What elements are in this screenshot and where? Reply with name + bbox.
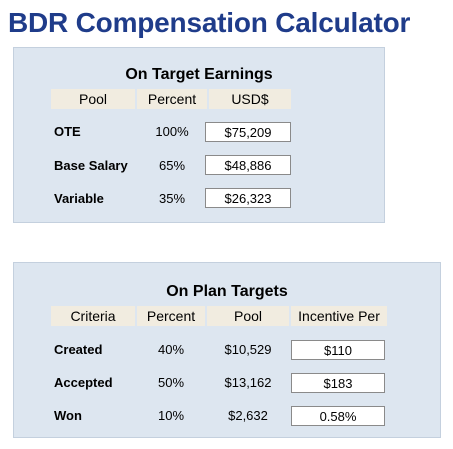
- base-salary-value-field[interactable]: $48,886: [205, 155, 291, 175]
- opt-row-label-won: Won: [54, 408, 82, 423]
- opt-row-label-created: Created: [54, 342, 103, 357]
- opt-row-pool-won: $2,632: [228, 408, 268, 423]
- ote-row-percent-base-salary: 65%: [158, 158, 186, 173]
- created-incentive-field[interactable]: $110: [291, 340, 385, 360]
- opt-row-percent-created: 40%: [157, 342, 185, 357]
- ote-header-usd: USD$: [209, 89, 291, 109]
- ote-row-percent-ote: 100%: [155, 124, 189, 139]
- opt-row-pool-accepted: $13,162: [224, 375, 272, 390]
- opt-header-incentive-per: Incentive Per: [291, 306, 387, 326]
- accepted-incentive-field[interactable]: $183: [291, 373, 385, 393]
- ote-row-label-ote: OTE: [54, 124, 81, 139]
- opt-header-pool: Pool: [207, 306, 289, 326]
- opt-row-percent-accepted: 50%: [157, 375, 185, 390]
- opt-header-percent: Percent: [137, 306, 205, 326]
- ote-panel-title: On Target Earnings: [125, 66, 273, 83]
- ote-row-label-variable: Variable: [54, 191, 104, 206]
- opt-row-percent-won: 10%: [157, 408, 185, 423]
- opt-panel-title: On Plan Targets: [166, 283, 288, 300]
- ote-header-percent: Percent: [137, 89, 207, 109]
- ote-row-label-base-salary: Base Salary: [54, 158, 128, 173]
- page-title: BDR Compensation Calculator: [8, 7, 411, 38]
- opt-row-label-accepted: Accepted: [54, 375, 113, 390]
- won-incentive-field[interactable]: 0.58%: [291, 406, 385, 426]
- variable-value-field[interactable]: $26,323: [205, 188, 291, 208]
- opt-header-criteria: Criteria: [51, 306, 135, 326]
- ote-row-percent-variable: 35%: [158, 191, 186, 206]
- ote-value-field[interactable]: $75,209: [205, 122, 291, 142]
- opt-row-pool-created: $10,529: [224, 342, 272, 357]
- ote-header-pool: Pool: [51, 89, 135, 109]
- ote-panel: On Target Earnings Pool Percent USD$ OTE…: [13, 47, 385, 223]
- on-plan-targets-panel: On Plan Targets Criteria Percent Pool In…: [13, 262, 441, 438]
